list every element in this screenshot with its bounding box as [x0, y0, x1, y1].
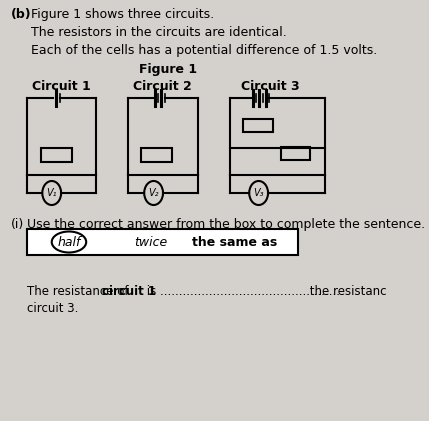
Bar	[141, 148, 172, 162]
Text: is .................................................: is .....................................…	[142, 285, 343, 298]
Bar	[243, 119, 273, 132]
Text: Use the correct answer from the box to complete the sentence.: Use the correct answer from the box to c…	[27, 218, 426, 231]
Text: the resistanc: the resistanc	[305, 285, 386, 298]
Text: (i): (i)	[11, 218, 24, 231]
Text: twice: twice	[134, 235, 167, 248]
Bar	[27, 229, 298, 255]
Text: half: half	[57, 235, 81, 248]
Text: Each of the cells has a potential difference of 1.5 volts.: Each of the cells has a potential differ…	[31, 44, 378, 57]
Text: V₃: V₃	[254, 188, 264, 198]
Text: circuit 3.: circuit 3.	[27, 302, 79, 315]
Bar	[41, 148, 72, 162]
Text: Circuit 3: Circuit 3	[241, 80, 300, 93]
Text: Circuit 2: Circuit 2	[133, 80, 192, 93]
Bar	[281, 147, 310, 160]
Text: The resistors in the circuits are identical.: The resistors in the circuits are identi…	[31, 26, 287, 39]
Text: The resistance of: The resistance of	[27, 285, 133, 298]
Text: Figure 1: Figure 1	[139, 63, 197, 76]
Text: the same as: the same as	[193, 235, 278, 248]
Text: circuit 1: circuit 1	[102, 285, 156, 298]
Text: (b): (b)	[11, 8, 32, 21]
Text: V₁: V₁	[46, 188, 57, 198]
Ellipse shape	[52, 232, 86, 253]
Text: V₂: V₂	[148, 188, 159, 198]
Text: Figure 1 shows three circuits.: Figure 1 shows three circuits.	[31, 8, 214, 21]
Text: Circuit 1: Circuit 1	[32, 80, 91, 93]
